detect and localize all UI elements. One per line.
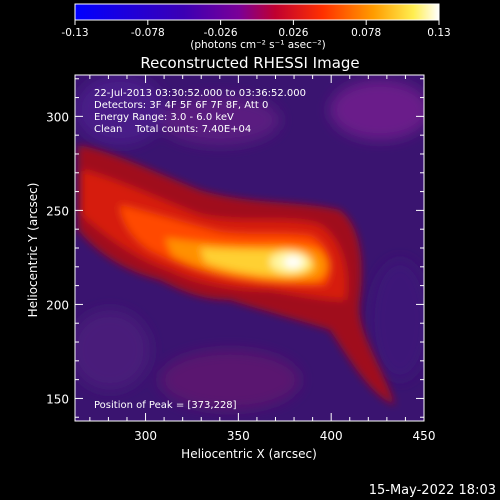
x-tick-label: 300 xyxy=(134,429,157,443)
colorbar-tick-label: 0.13 xyxy=(427,27,450,39)
y-tick-label: 150 xyxy=(46,392,69,406)
colorbar-tick-label: -0.13 xyxy=(61,27,88,39)
x-tick-label: 350 xyxy=(227,429,250,443)
clean-total-counts: Clean Total counts: 7.40E+04 xyxy=(94,124,251,135)
time-range: 22-Jul-2013 03:30:52.000 to 03:36:52.000 xyxy=(94,88,306,99)
y-axis-label: Heliocentric Y (arcsec) xyxy=(26,183,40,318)
info-annotation: 22-Jul-2013 03:30:52.000 to 03:36:52.000… xyxy=(94,88,306,411)
colorbar xyxy=(74,3,440,21)
x-tick-label: 450 xyxy=(413,429,436,443)
energy-range: Energy Range: 3.0 - 6.0 keV xyxy=(94,112,234,123)
y-tick-label: 300 xyxy=(46,110,69,124)
colorbar-tick-label: 0.078 xyxy=(351,27,381,39)
x-tick-label: 400 xyxy=(320,429,343,443)
colorbar-units: (photons cm⁻² s⁻¹ asec⁻²) xyxy=(190,39,325,51)
detectors: Detectors: 3F 4F 5F 6F 7F 8F, Att 0 xyxy=(94,100,268,111)
heatmap-image xyxy=(75,75,424,421)
x-tick-labels: 300 350 400 450 xyxy=(134,429,435,443)
y-tick-label: 200 xyxy=(46,298,69,312)
axis-ticks xyxy=(75,75,425,421)
plot-title: Reconstructed RHESSI Image xyxy=(140,54,359,72)
y-tick-label: 250 xyxy=(46,204,69,218)
colorbar-tick-label: -0.078 xyxy=(131,27,165,39)
colorbar-ticks: -0.13 -0.078 -0.026 0.026 0.078 0.13 xyxy=(61,20,451,39)
source-emission xyxy=(78,145,395,405)
colorbar-tick-label: -0.026 xyxy=(204,27,238,39)
y-tick-labels: 150 200 250 300 xyxy=(46,110,69,406)
colorbar-tick-label: 0.026 xyxy=(278,27,308,39)
footer-date: 15-May-2022 18:03 xyxy=(369,483,496,498)
x-axis-label: Heliocentric X (arcsec) xyxy=(181,447,317,461)
peak-position: Position of Peak = [373,228] xyxy=(94,400,237,411)
